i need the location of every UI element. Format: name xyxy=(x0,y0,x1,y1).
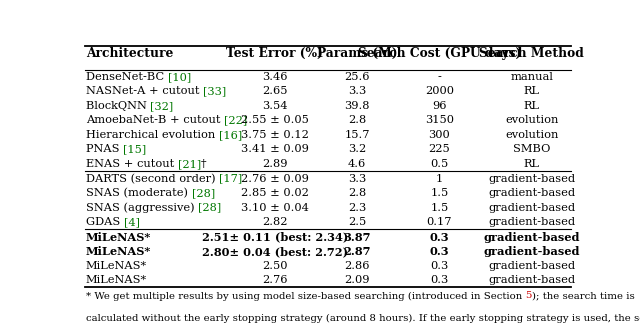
Text: 3.2: 3.2 xyxy=(348,144,366,155)
Text: 15.7: 15.7 xyxy=(344,130,370,140)
Text: Params (M): Params (M) xyxy=(317,47,397,60)
Text: MiLeNAS*: MiLeNAS* xyxy=(86,261,147,271)
Text: 225: 225 xyxy=(428,144,450,155)
Text: manual: manual xyxy=(510,72,553,82)
Text: 2.3: 2.3 xyxy=(348,203,366,213)
Text: 4.6: 4.6 xyxy=(348,159,366,169)
Text: 0.3: 0.3 xyxy=(429,232,449,243)
Text: RL: RL xyxy=(524,101,540,111)
Text: [16]: [16] xyxy=(219,130,242,140)
Text: [15]: [15] xyxy=(123,144,147,155)
Text: 0.3: 0.3 xyxy=(429,246,449,257)
Text: [28]: [28] xyxy=(198,203,221,213)
Text: [32]: [32] xyxy=(150,101,173,111)
Text: 2.09: 2.09 xyxy=(344,275,370,285)
Text: SMBO: SMBO xyxy=(513,144,550,155)
Text: 1: 1 xyxy=(436,173,443,183)
Text: [22]: [22] xyxy=(224,116,247,125)
Text: 3.54: 3.54 xyxy=(262,101,287,111)
Text: 2.8: 2.8 xyxy=(348,116,366,125)
Text: RL: RL xyxy=(524,86,540,96)
Text: 3150: 3150 xyxy=(425,116,454,125)
Text: gradient-based: gradient-based xyxy=(488,188,575,198)
Text: Architecture: Architecture xyxy=(86,47,173,60)
Text: Search Cost (GPU days): Search Cost (GPU days) xyxy=(358,47,521,60)
Text: AmoebaNet-B + cutout: AmoebaNet-B + cutout xyxy=(86,116,224,125)
Text: 300: 300 xyxy=(428,130,450,140)
Text: 0.3: 0.3 xyxy=(430,275,449,285)
Text: [17]: [17] xyxy=(220,173,243,183)
Text: [28]: [28] xyxy=(191,188,215,198)
Text: GDAS: GDAS xyxy=(86,217,124,227)
Text: [4]: [4] xyxy=(124,217,140,227)
Text: MiLeNAS*: MiLeNAS* xyxy=(86,232,151,243)
Text: gradient-based: gradient-based xyxy=(488,217,575,227)
Text: Test Error (%): Test Error (%) xyxy=(227,47,323,60)
Text: * We get multiple results by using model size-based searching (introduced in Sec: * We get multiple results by using model… xyxy=(86,291,525,301)
Text: DARTS (second order): DARTS (second order) xyxy=(86,173,220,184)
Text: 2.76 ± 0.09: 2.76 ± 0.09 xyxy=(241,173,308,183)
Text: 2.50: 2.50 xyxy=(262,261,287,271)
Text: evolution: evolution xyxy=(505,130,559,140)
Text: 96: 96 xyxy=(432,101,447,111)
Text: 5: 5 xyxy=(525,291,532,301)
Text: gradient-based: gradient-based xyxy=(488,173,575,183)
Text: 2.80± 0.04 (best: 2.72): 2.80± 0.04 (best: 2.72) xyxy=(202,246,348,257)
Text: 2.85 ± 0.02: 2.85 ± 0.02 xyxy=(241,188,308,198)
Text: 3.41 ± 0.09: 3.41 ± 0.09 xyxy=(241,144,308,155)
Text: 0.5: 0.5 xyxy=(430,159,449,169)
Text: gradient-based: gradient-based xyxy=(488,203,575,213)
Text: 2.5: 2.5 xyxy=(348,217,366,227)
Text: 2.55 ± 0.05: 2.55 ± 0.05 xyxy=(241,116,308,125)
Text: 39.8: 39.8 xyxy=(344,101,370,111)
Text: ); the search time is: ); the search time is xyxy=(532,291,635,301)
Text: gradient-based: gradient-based xyxy=(488,261,575,271)
Text: BlockQNN: BlockQNN xyxy=(86,101,150,111)
Text: 2.76: 2.76 xyxy=(262,275,287,285)
Text: 1.5: 1.5 xyxy=(430,188,449,198)
Text: 0.3: 0.3 xyxy=(430,261,449,271)
Text: ENAS + cutout: ENAS + cutout xyxy=(86,159,178,169)
Text: Hierarchical evolution: Hierarchical evolution xyxy=(86,130,219,140)
Text: 2.86: 2.86 xyxy=(344,261,370,271)
Text: 2.51± 0.11 (best: 2.34): 2.51± 0.11 (best: 2.34) xyxy=(202,232,348,243)
Text: PNAS: PNAS xyxy=(86,144,123,155)
Text: SNAS (aggressive): SNAS (aggressive) xyxy=(86,203,198,213)
Text: gradient-based: gradient-based xyxy=(484,232,580,243)
Text: gradient-based: gradient-based xyxy=(488,275,575,285)
Text: [10]: [10] xyxy=(168,72,191,82)
Text: 2.65: 2.65 xyxy=(262,86,287,96)
Text: 2000: 2000 xyxy=(425,86,454,96)
Text: [33]: [33] xyxy=(203,86,227,96)
Text: gradient-based: gradient-based xyxy=(484,246,580,257)
Text: evolution: evolution xyxy=(505,116,559,125)
Text: 2.87: 2.87 xyxy=(343,246,371,257)
Text: [21]: [21] xyxy=(178,159,201,169)
Text: 3.3: 3.3 xyxy=(348,86,366,96)
Text: 3.3: 3.3 xyxy=(348,173,366,183)
Text: MiLeNAS*: MiLeNAS* xyxy=(86,275,147,285)
Text: 2.8: 2.8 xyxy=(348,188,366,198)
Text: 1.5: 1.5 xyxy=(430,203,449,213)
Text: Search Method: Search Method xyxy=(479,47,584,60)
Text: SNAS (moderate): SNAS (moderate) xyxy=(86,188,191,198)
Text: NASNet-A + cutout: NASNet-A + cutout xyxy=(86,86,203,96)
Text: RL: RL xyxy=(524,159,540,169)
Text: DenseNet-BC: DenseNet-BC xyxy=(86,72,168,82)
Text: 3.87: 3.87 xyxy=(343,232,371,243)
Text: 25.6: 25.6 xyxy=(344,72,370,82)
Text: MiLeNAS*: MiLeNAS* xyxy=(86,246,151,257)
Text: 0.17: 0.17 xyxy=(427,217,452,227)
Text: calculated without the early stopping strategy (around 8 hours). If the early st: calculated without the early stopping st… xyxy=(86,314,640,323)
Text: 3.46: 3.46 xyxy=(262,72,287,82)
Text: -: - xyxy=(437,72,441,82)
Text: 3.10 ± 0.04: 3.10 ± 0.04 xyxy=(241,203,308,213)
Text: 3.75 ± 0.12: 3.75 ± 0.12 xyxy=(241,130,308,140)
Text: 2.82: 2.82 xyxy=(262,217,287,227)
Text: †: † xyxy=(201,159,207,169)
Text: 2.89: 2.89 xyxy=(262,159,287,169)
